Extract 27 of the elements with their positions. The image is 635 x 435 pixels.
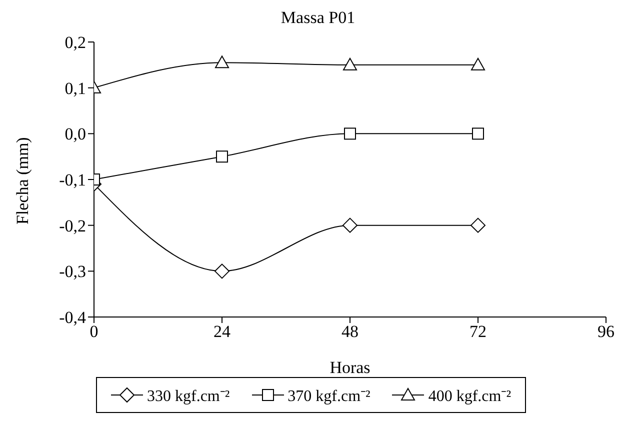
point xyxy=(216,150,228,163)
legend-label: 370 kgf.cm⁻² xyxy=(288,387,370,406)
point xyxy=(343,58,357,70)
y-tick-label: 0,1 xyxy=(64,78,86,98)
y-tick-label: -0,4 xyxy=(59,308,86,328)
y-tick-label: -0,3 xyxy=(59,262,86,282)
point xyxy=(214,264,230,279)
point xyxy=(215,56,229,68)
x-axis-title: Horas xyxy=(330,358,370,377)
y-tick-label: 0,2 xyxy=(64,33,86,52)
x-tick-label: 72 xyxy=(470,322,486,342)
legend-label: 400 kgf.cm⁻² xyxy=(428,387,511,406)
x-tick-label: 48 xyxy=(342,322,358,342)
point xyxy=(471,58,485,70)
point xyxy=(472,128,484,140)
point xyxy=(344,128,356,140)
point xyxy=(470,218,486,233)
chart-title: Massa P01 xyxy=(280,8,356,28)
point xyxy=(342,218,358,233)
legend-label: 330 kgf.cm⁻² xyxy=(146,387,230,406)
x-tick-label: 96 xyxy=(598,322,614,342)
x-tick-label: 24 xyxy=(214,322,231,342)
y-tick-label: 0,0 xyxy=(64,124,86,144)
y-tick-label: -0,1 xyxy=(59,170,86,190)
y-tick-label: -0,2 xyxy=(59,216,86,236)
x-tick-label: 0 xyxy=(90,322,98,342)
y-axis-title: Flecha (mm) xyxy=(13,137,32,224)
